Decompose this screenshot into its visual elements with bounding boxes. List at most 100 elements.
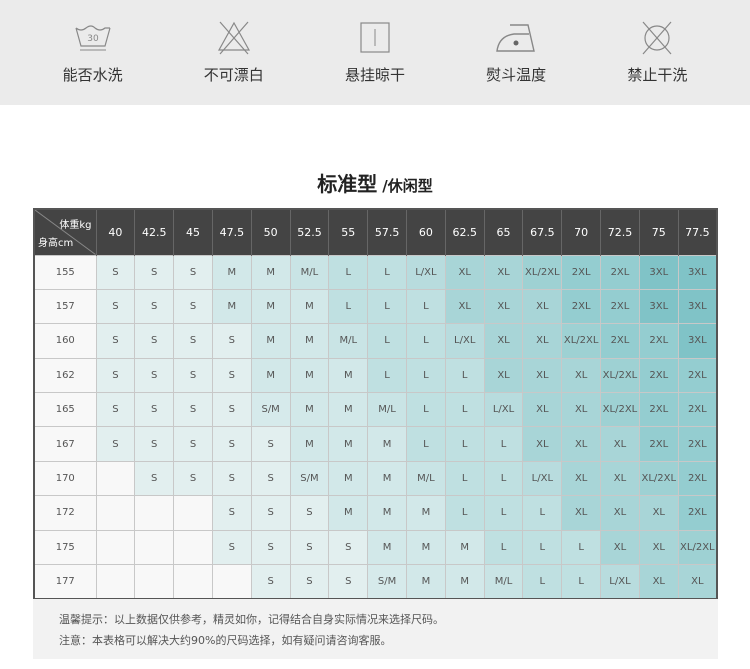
height-cell: 162	[33, 357, 97, 394]
size-cell: S	[173, 357, 213, 394]
size-cell: XL/2XL	[561, 323, 602, 359]
size-cell: S	[173, 426, 213, 462]
size-cell: XL	[677, 564, 718, 600]
size-cell: 2XL	[561, 254, 602, 290]
size-cell	[134, 495, 175, 531]
size-cell: S	[211, 495, 252, 531]
size-cell: 3XL	[677, 254, 718, 290]
size-cell: L/XL	[522, 460, 563, 497]
height-cell: 167	[33, 426, 97, 462]
size-cell	[95, 495, 136, 531]
care-item-iron: 熨斗温度	[456, 0, 576, 105]
size-cell: XL	[483, 323, 524, 359]
size-cell: S	[134, 254, 175, 290]
size-cell: 2XL	[677, 460, 718, 497]
size-cell: S	[250, 426, 291, 462]
size-cell: XL/2XL	[677, 529, 718, 566]
size-cell: S	[211, 357, 252, 394]
size-cell: L	[444, 357, 485, 394]
size-cell: L	[367, 323, 407, 359]
size-cell	[173, 564, 213, 600]
size-cell: M	[444, 529, 485, 566]
size-cell: XL	[483, 288, 524, 325]
page-title: 标准型 /休闲型	[0, 168, 750, 197]
size-cell: M	[444, 564, 485, 600]
height-cell: 177	[33, 564, 97, 600]
size-cell: L	[406, 392, 446, 428]
size-cell: S	[211, 426, 252, 462]
corner-header: 体重kg 身高cm	[34, 209, 97, 255]
size-cell: S	[95, 392, 136, 428]
size-cell: XL/2XL	[522, 254, 563, 290]
size-cell: XL	[638, 529, 679, 566]
svg-text:30: 30	[87, 34, 99, 44]
size-cell: M	[367, 460, 407, 497]
size-cell	[134, 529, 175, 566]
size-cell: M	[250, 357, 291, 394]
size-cell: XL	[522, 392, 563, 428]
table-row: 160 S S S S M M M/L L L L/XL XL XL XL/2XL 2XL 2XL 3XL	[33, 323, 718, 359]
size-cell: S	[289, 495, 330, 531]
size-cell: XL	[600, 495, 640, 531]
size-cell: L	[444, 460, 485, 497]
tip-note: 温馨提示：以上数据仅供参考，精灵如你，记得结合自身实际情况来选择尺码。	[59, 613, 444, 626]
size-cell: S	[211, 460, 252, 497]
size-cell: S	[134, 357, 175, 394]
size-cell: S	[250, 460, 291, 497]
size-cell: L	[483, 529, 524, 566]
size-cell: XL	[444, 288, 485, 325]
size-cell: XL	[600, 460, 640, 497]
table-row: 157 S S S M M M L L L XL XL XL 2XL 2XL 3XL 3XL	[33, 288, 718, 325]
size-cell: M	[406, 529, 446, 566]
size-cell: M	[328, 392, 369, 428]
size-cell: 2XL	[638, 426, 679, 462]
size-cell: M	[289, 288, 330, 325]
table-row: 172 S S S M M M L L L XL XL XL 2XL	[33, 495, 718, 531]
size-cell: L	[328, 254, 369, 290]
size-cell: M/L	[289, 254, 330, 290]
size-cell: 2XL	[677, 392, 718, 428]
size-cell: M	[328, 495, 369, 531]
size-cell: L/XL	[483, 392, 524, 428]
size-cell: L	[522, 564, 563, 600]
weight-header: 77.5	[678, 209, 718, 255]
size-cell: M	[289, 323, 330, 359]
size-cell	[95, 460, 136, 497]
size-cell: L	[328, 288, 369, 325]
care-label: 禁止干洗	[627, 66, 688, 84]
size-cell: S	[95, 254, 136, 290]
size-cell: S	[134, 460, 175, 497]
size-cell: S	[250, 529, 291, 566]
size-cell: S	[173, 323, 213, 359]
size-cell: M	[289, 392, 330, 428]
weight-header: 45	[173, 209, 213, 255]
weight-header: 55	[328, 209, 369, 255]
care-item-dryclean: 禁止干洗	[597, 0, 717, 105]
weight-header: 47.5	[212, 209, 252, 255]
size-cell: XL/2XL	[600, 357, 640, 394]
size-cell	[211, 564, 252, 600]
size-cell: M	[250, 288, 291, 325]
size-cell: S/M	[367, 564, 407, 600]
table-row: 167 S S S S S M M M L L L XL XL XL 2XL 2XL	[33, 426, 718, 462]
size-cell: L	[561, 564, 602, 600]
care-item-bleach: 不可漂白	[174, 0, 294, 105]
size-cell: XL	[561, 357, 602, 394]
size-cell: XL	[600, 529, 640, 566]
size-cell	[173, 495, 213, 531]
weight-label: 体重kg	[59, 220, 92, 231]
iron-icon	[496, 24, 536, 52]
size-cell: XL	[561, 392, 602, 428]
size-cell: M	[328, 460, 369, 497]
size-cell: S	[134, 288, 175, 325]
size-cell: S	[250, 564, 291, 600]
care-instructions: 30 能否水洗 不可漂白 悬挂晾干 熨斗温度 禁止干洗	[0, 0, 750, 105]
size-cell: XL	[638, 564, 679, 600]
size-cell: L	[483, 460, 524, 497]
size-cell: L	[522, 529, 563, 566]
size-cell: L	[367, 288, 407, 325]
size-cell: XL	[561, 426, 602, 462]
size-cell: XL	[638, 495, 679, 531]
size-cell: M	[406, 495, 446, 531]
size-cell: 3XL	[677, 323, 718, 359]
